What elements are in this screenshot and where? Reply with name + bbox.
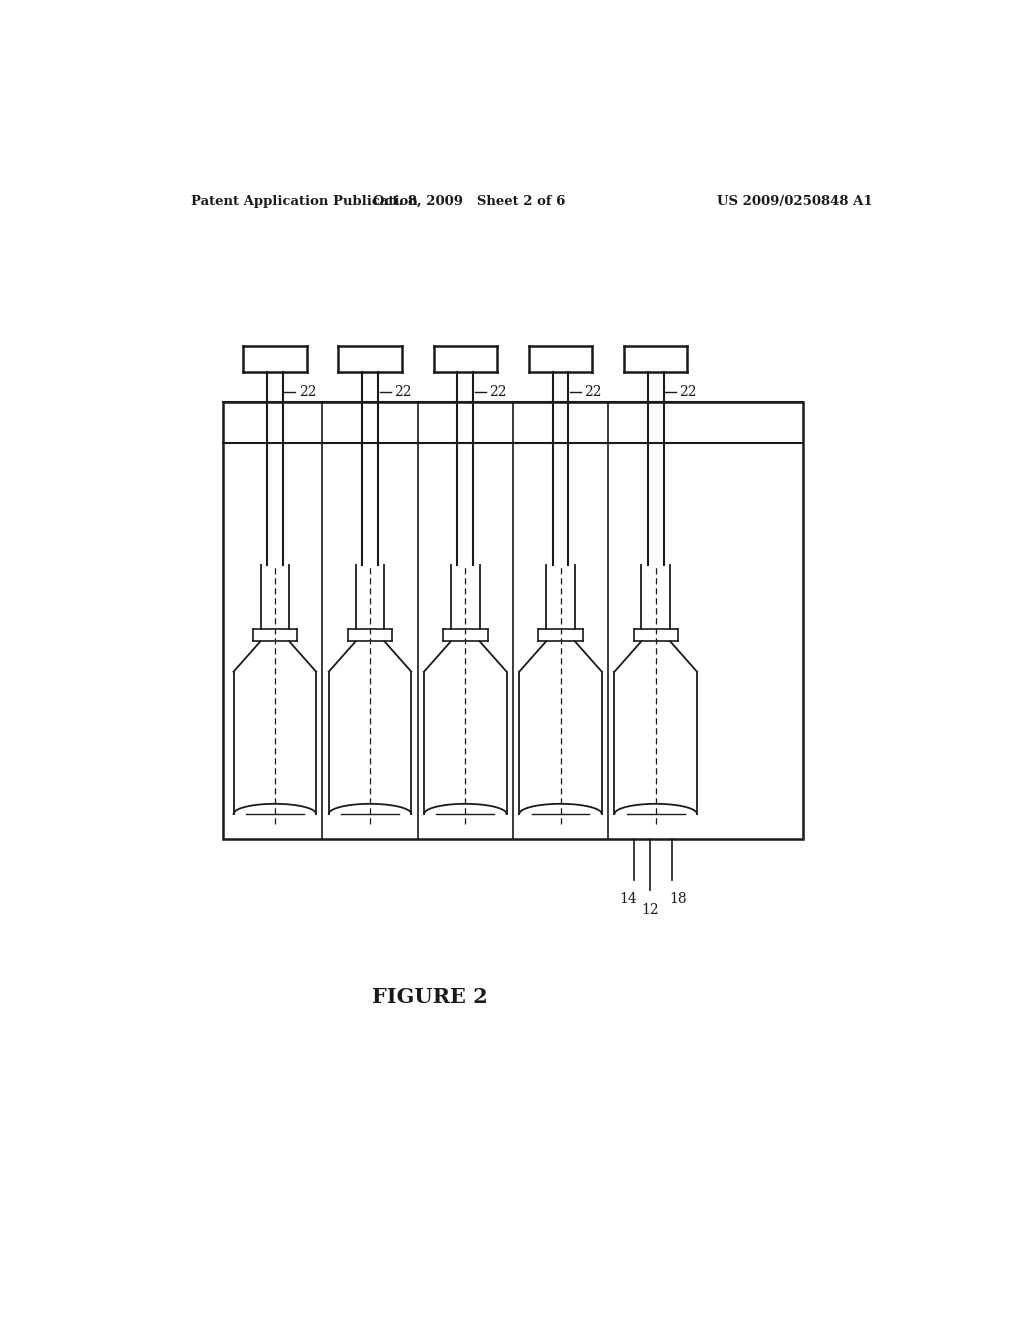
Text: 14: 14 [620,892,637,907]
Text: 18: 18 [669,892,687,907]
Text: Oct. 8, 2009   Sheet 2 of 6: Oct. 8, 2009 Sheet 2 of 6 [373,194,565,207]
Text: FIGURE 2: FIGURE 2 [372,987,487,1007]
Text: 12: 12 [641,903,659,917]
Text: 22: 22 [394,385,412,399]
Text: US 2009/0250848 A1: US 2009/0250848 A1 [717,194,872,207]
Text: 22: 22 [680,385,697,399]
Text: 22: 22 [585,385,602,399]
Bar [223,403,803,840]
Text: Patent Application Publication: Patent Application Publication [191,194,418,207]
Text: 22: 22 [489,385,507,399]
Text: 22: 22 [299,385,316,399]
